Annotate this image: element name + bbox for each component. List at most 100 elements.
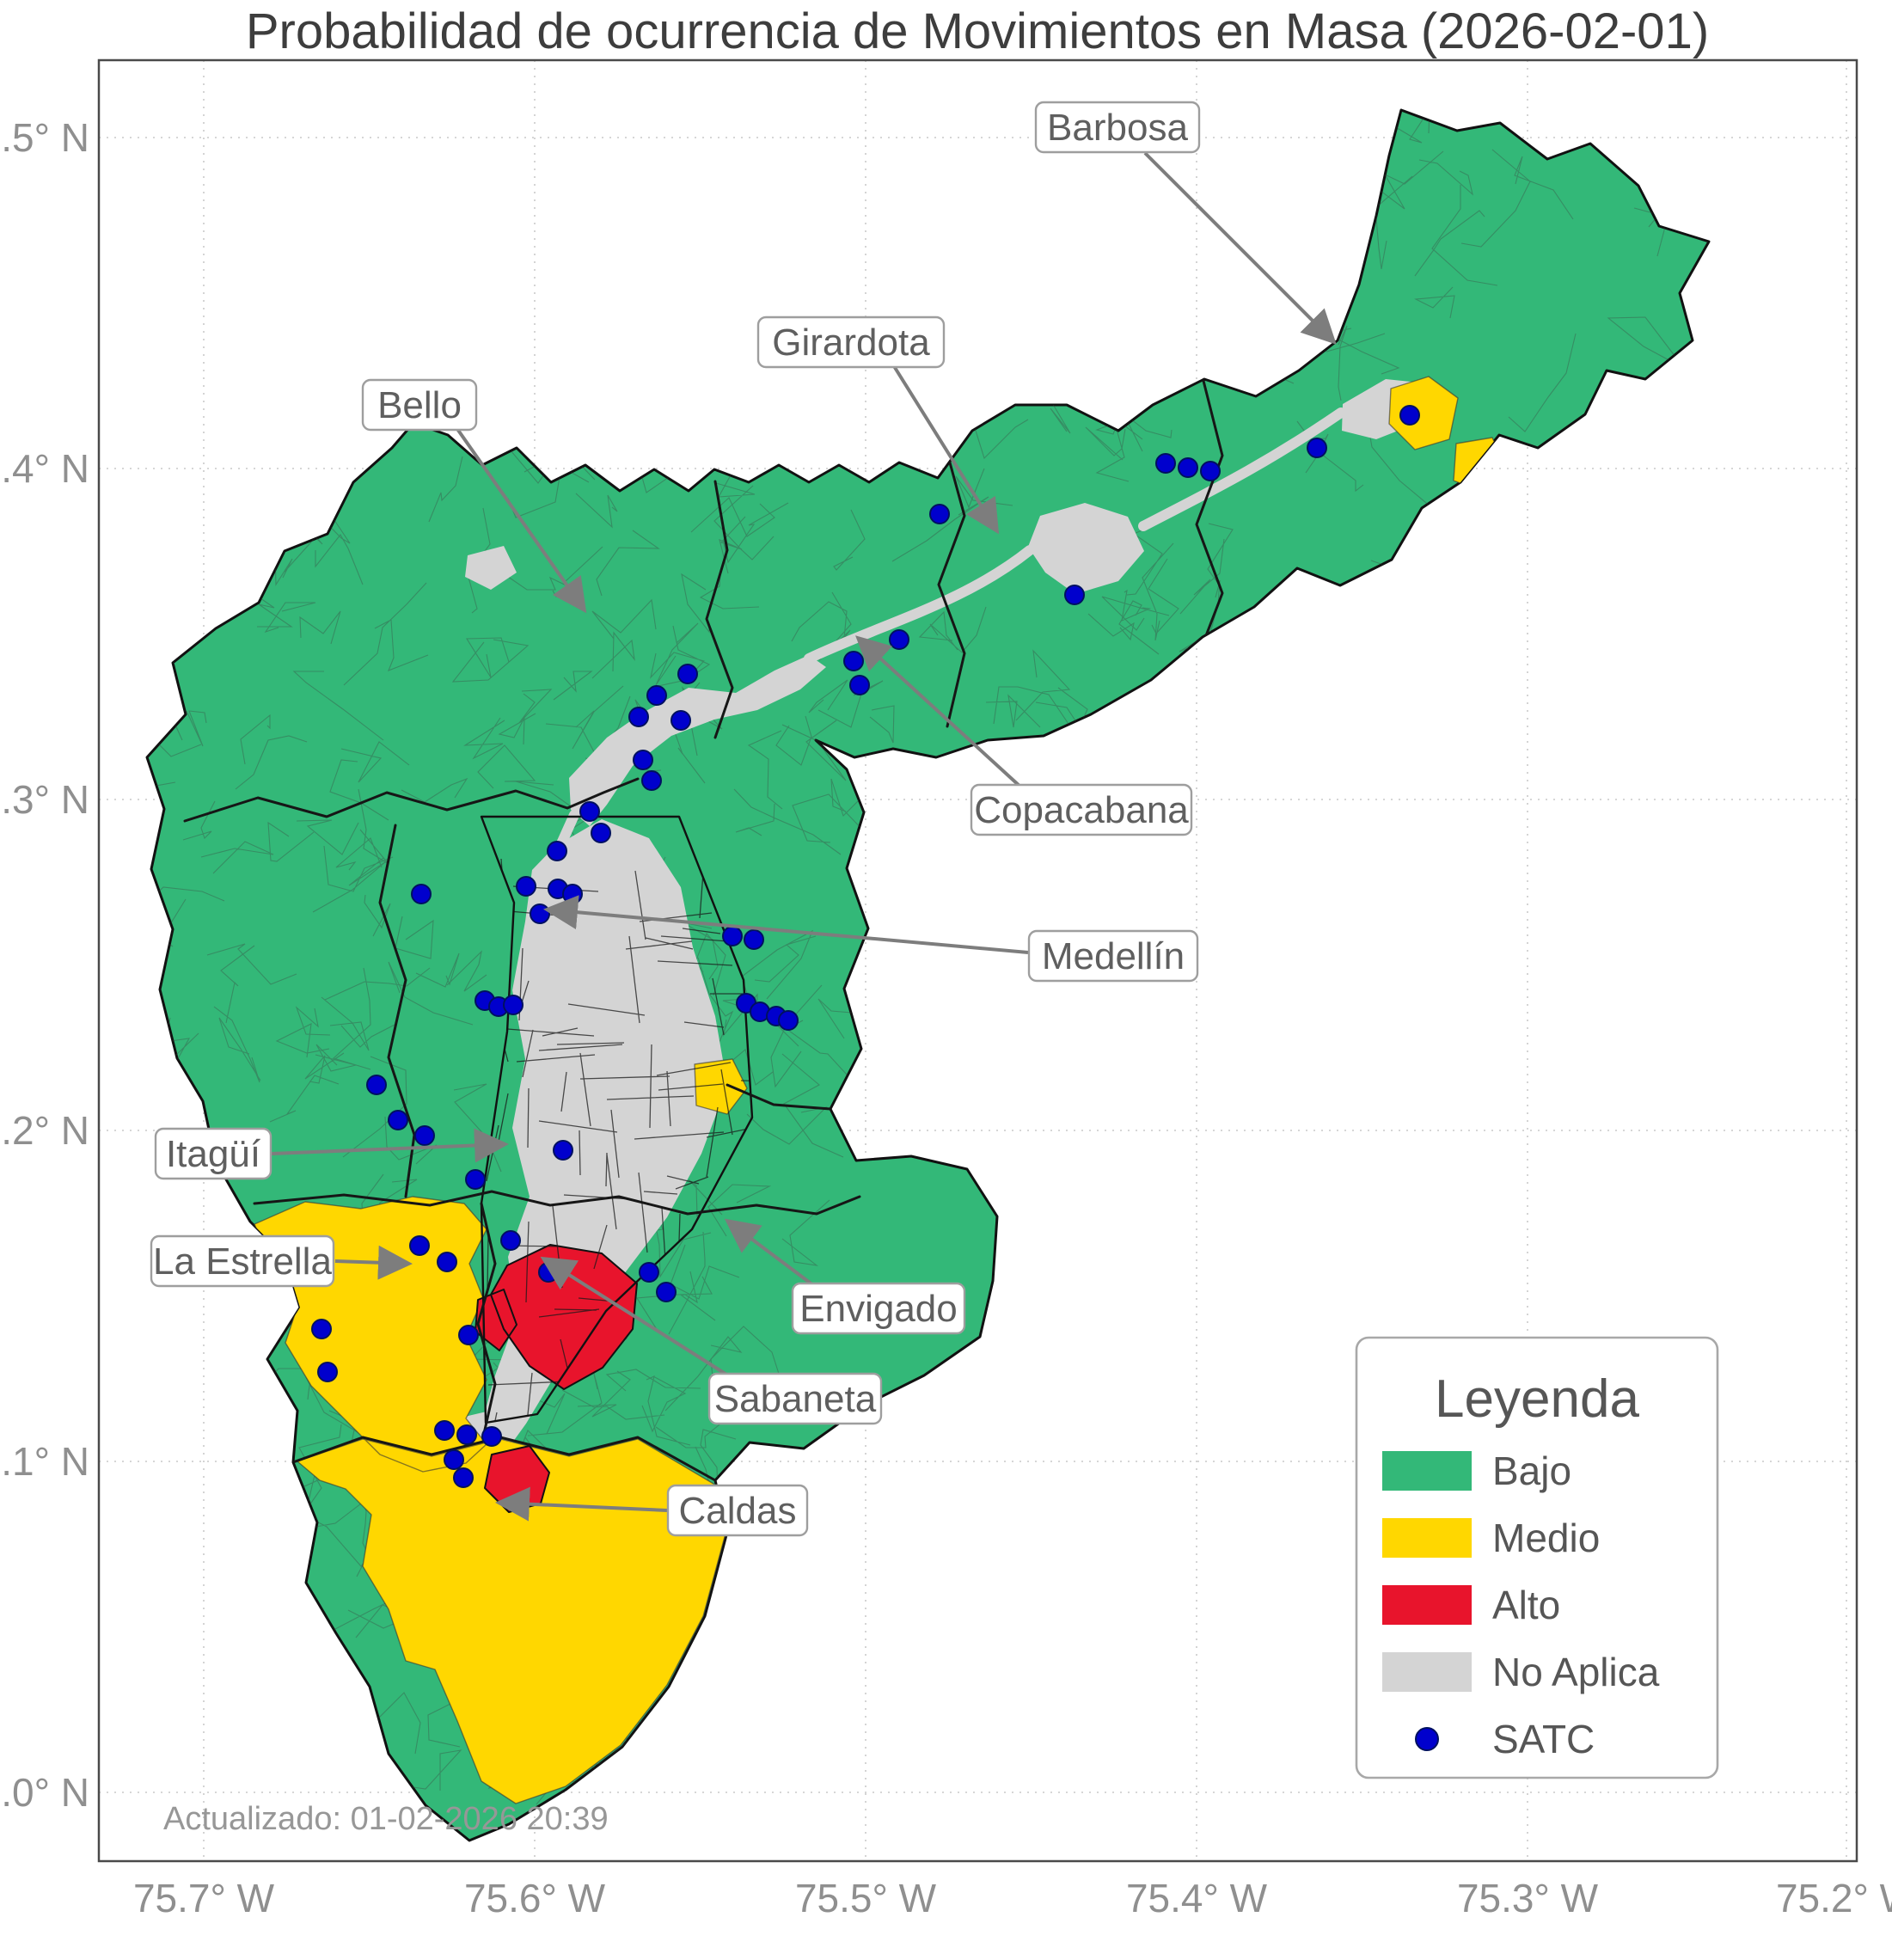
y-tick-label: 6.0° N bbox=[0, 1770, 89, 1815]
satc-dot bbox=[317, 1362, 338, 1382]
satc-dot bbox=[434, 1420, 455, 1441]
satc-dot bbox=[481, 1426, 502, 1447]
annotation-label-medellin: Medellín bbox=[1042, 935, 1185, 977]
x-tick-label: 75.6° W bbox=[464, 1876, 606, 1920]
legend-swatch-alto bbox=[1382, 1585, 1472, 1625]
satc-dot bbox=[889, 629, 909, 650]
annotation-arrow-bello bbox=[456, 427, 587, 614]
satc-dot bbox=[311, 1319, 332, 1339]
satc-dot bbox=[744, 929, 764, 950]
y-tick-label: 6.3° N bbox=[0, 777, 89, 822]
y-tick-label: 6.4° N bbox=[0, 446, 89, 491]
y-tick-label: 6.2° N bbox=[0, 1108, 89, 1153]
annotation-arrow-medellin bbox=[543, 895, 1029, 954]
satc-dot bbox=[1178, 457, 1198, 478]
annotation-label-envigado: Envigado bbox=[799, 1288, 957, 1330]
y-axis-ticks: 6.5° N 6.4° N 6.3° N 6.2° N 6.1° N 6.0° N bbox=[0, 115, 89, 1815]
satc-dot bbox=[503, 995, 524, 1015]
annotation-box-itagui bbox=[154, 1127, 272, 1180]
legend: Leyenda Bajo Medio Alto No Aplica SATC bbox=[1355, 1336, 1719, 1779]
satc-dot bbox=[843, 651, 864, 671]
satc-dot bbox=[633, 750, 653, 770]
annotation-arrow-la-estrella bbox=[334, 1245, 413, 1280]
satc-dot bbox=[1307, 438, 1327, 458]
annotation-label-girardota: Girardota bbox=[772, 322, 930, 364]
satc-dot bbox=[516, 876, 536, 897]
x-axis-ticks: 75.7° W 75.6° W 75.5° W 75.4° W 75.3° W 75.2°… bbox=[133, 1876, 1892, 1920]
chart-title: Probabilidad de ocurrencia de Movimiento… bbox=[246, 3, 1709, 59]
annotation-label-barbosa: Barbosa bbox=[1047, 107, 1188, 149]
satc-dot bbox=[1064, 585, 1085, 605]
updated-text: Actualizado: 01-02-2026 20:39 bbox=[163, 1801, 609, 1837]
satc-dot bbox=[641, 770, 662, 791]
legend-swatch-no-aplica bbox=[1382, 1652, 1472, 1692]
satc-dot bbox=[628, 707, 649, 727]
x-tick-label: 75.7° W bbox=[133, 1876, 275, 1920]
annotation-arrow-girardota bbox=[892, 364, 1000, 535]
legend-label-satc: SATC bbox=[1492, 1717, 1595, 1761]
y-tick-label: 6.5° N bbox=[0, 115, 89, 160]
x-tick-label: 75.2° W bbox=[1776, 1876, 1892, 1920]
satc-dot bbox=[366, 1075, 387, 1095]
annotation-arrow-envigado bbox=[724, 1218, 818, 1289]
satc-dot bbox=[639, 1262, 659, 1283]
legend-swatch-bajo bbox=[1382, 1451, 1472, 1491]
satc-dot bbox=[530, 903, 550, 924]
y-tick-label: 6.1° N bbox=[0, 1439, 89, 1484]
annotation-box-sabaneta bbox=[707, 1372, 883, 1425]
satc-dot bbox=[465, 1169, 486, 1190]
satc-dot bbox=[409, 1235, 430, 1256]
x-tick-label: 75.4° W bbox=[1126, 1876, 1268, 1920]
satc-dot bbox=[579, 801, 600, 822]
annotation-box-bello bbox=[361, 378, 478, 432]
no-aplica-region bbox=[432, 379, 1428, 1461]
legend-label-medio: Medio bbox=[1492, 1516, 1600, 1560]
satc-dot bbox=[414, 1125, 435, 1146]
annotation-arrow-sabaneta bbox=[540, 1256, 732, 1379]
satc-dot bbox=[1200, 461, 1221, 481]
satc-dot bbox=[677, 664, 698, 684]
satc-dot bbox=[591, 823, 611, 843]
annotation-box-medellin bbox=[1027, 929, 1199, 983]
satc-dot bbox=[453, 1467, 474, 1488]
satc-dot bbox=[458, 1325, 479, 1345]
satc-dot bbox=[849, 675, 870, 695]
satc-dot bbox=[656, 1282, 677, 1302]
legend-label-alto: Alto bbox=[1492, 1583, 1560, 1627]
x-tick-label: 75.5° W bbox=[795, 1876, 937, 1920]
satc-dot bbox=[646, 685, 667, 706]
legend-marker-satc bbox=[1415, 1727, 1439, 1751]
satc-dot bbox=[562, 884, 583, 904]
annotation-label-la-estrella: La Estrella bbox=[153, 1240, 332, 1283]
satc-dot bbox=[456, 1424, 477, 1445]
annotation-label-sabaneta: Sabaneta bbox=[714, 1378, 877, 1420]
legend-label-bajo: Bajo bbox=[1492, 1449, 1571, 1493]
medio-region bbox=[254, 376, 1508, 1804]
annotation-label-bello: Bello bbox=[377, 384, 462, 426]
annotation-box-envigado bbox=[791, 1282, 966, 1335]
annotation-box-barbosa bbox=[1034, 101, 1201, 154]
satc-dot bbox=[722, 926, 743, 946]
annotation-arrow-copacabana bbox=[855, 635, 1023, 789]
legend-swatch-medio bbox=[1382, 1518, 1472, 1558]
satc-dot bbox=[929, 504, 950, 524]
annotation-box-girardota bbox=[756, 315, 946, 369]
satc-dot bbox=[411, 884, 432, 904]
annotation-box-caldas bbox=[666, 1484, 809, 1537]
satc-dot bbox=[437, 1252, 457, 1272]
annotations: Barbosa Girardota Bello Copacabana Medellín I… bbox=[150, 101, 1337, 1537]
annotation-label-caldas: Caldas bbox=[679, 1490, 797, 1532]
annotation-arrow-barbosa bbox=[1143, 151, 1337, 345]
annotation-arrow-caldas bbox=[495, 1486, 668, 1522]
satc-dot bbox=[547, 841, 567, 861]
annotation-box-copacabana bbox=[970, 783, 1193, 836]
annotation-label-itagui: Itagüí bbox=[166, 1133, 261, 1175]
legend-items: Bajo Medio Alto No Aplica SATC bbox=[1382, 1449, 1660, 1761]
satc-dot bbox=[778, 1010, 799, 1031]
legend-title: Leyenda bbox=[1435, 1369, 1639, 1429]
satc-dot bbox=[670, 710, 691, 731]
annotation-box-la-estrella bbox=[150, 1234, 335, 1288]
annotation-arrow-itagui bbox=[271, 1128, 509, 1163]
x-tick-label: 75.3° W bbox=[1457, 1876, 1599, 1920]
